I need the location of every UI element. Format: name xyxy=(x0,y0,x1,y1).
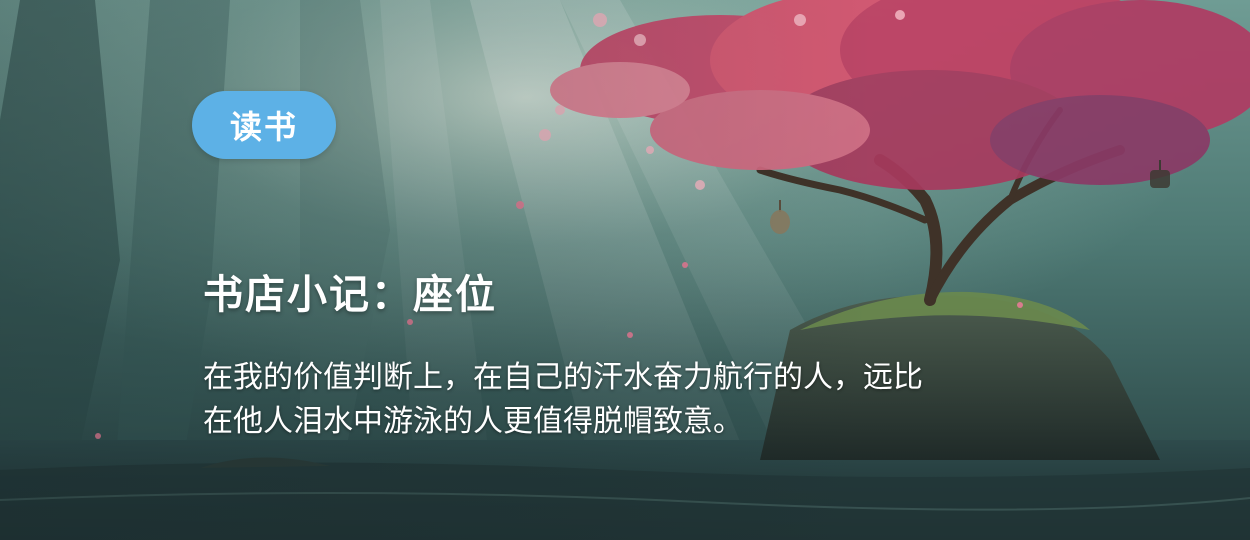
article-title[interactable]: 书店小记：座位 xyxy=(203,272,497,318)
quote-line: 在他人泪水中游泳的人更值得脱帽致意。 xyxy=(203,404,743,439)
article-quote: 在我的价值判断上，在自己的汗水奋力航行的人，远比 在他人泪水中游泳的人更值得脱帽… xyxy=(203,356,1063,444)
quote-line: 在我的价值判断上，在自己的汗水奋力航行的人，远比 xyxy=(203,360,923,395)
category-tag[interactable]: 读书 xyxy=(192,91,336,159)
